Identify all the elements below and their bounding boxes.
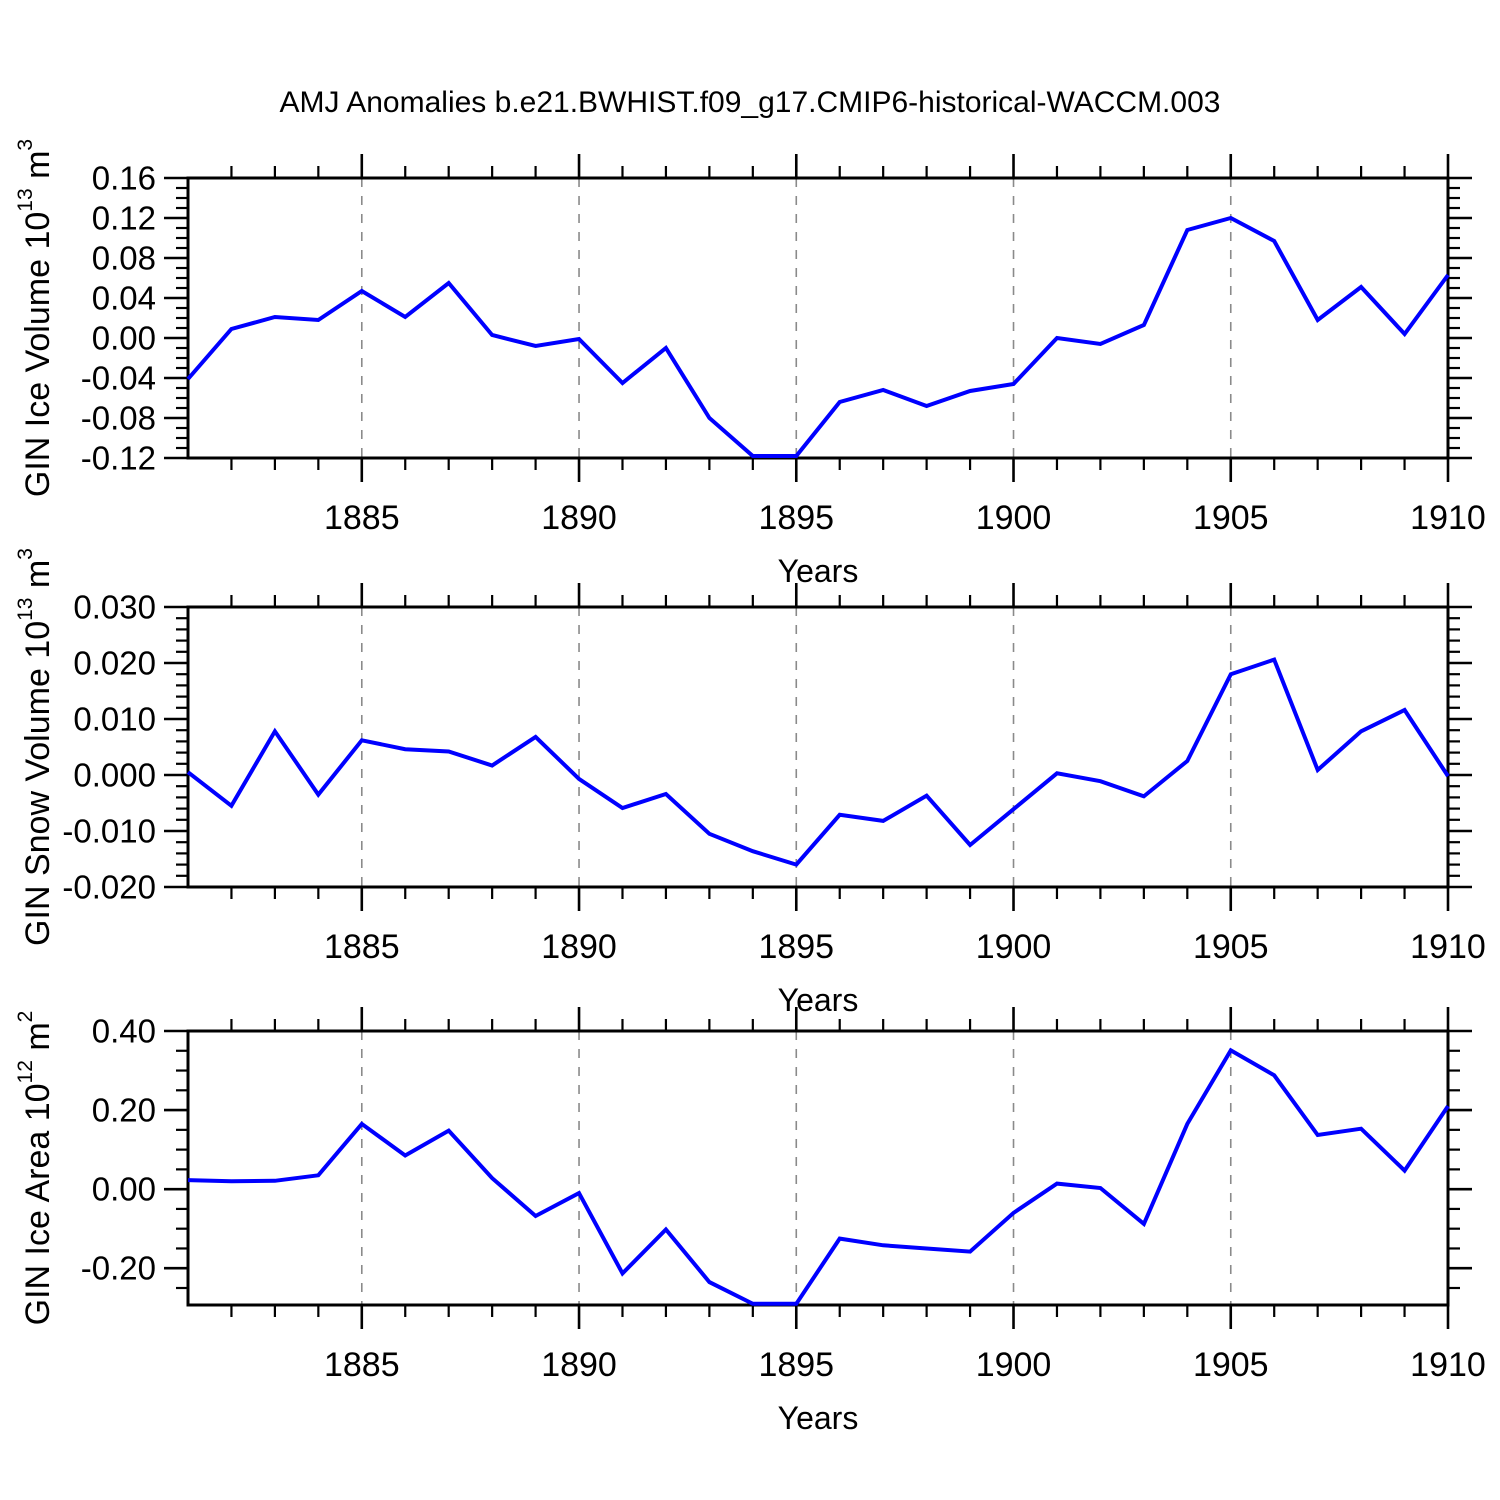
y-tick-label: -0.20	[81, 1250, 156, 1287]
series-line-gin-ice-area	[187, 1047, 1450, 1306]
x-tick-label: 1910	[1410, 499, 1486, 537]
y-tick-label: 0.04	[92, 280, 156, 317]
x-tick-label: 1890	[541, 499, 617, 537]
series-line-gin-ice-volume	[186, 215, 1450, 458]
x-axis-title: Years	[778, 982, 859, 1018]
x-axis-title: Years	[778, 1400, 859, 1436]
y-tick-label: 0.010	[73, 701, 156, 738]
y-tick-label: -0.08	[81, 400, 156, 437]
x-tick-label: 1885	[324, 1346, 400, 1384]
x-tick-label: 1905	[1193, 928, 1269, 966]
x-tick-label: 1885	[324, 499, 400, 537]
x-tick-label: 1900	[976, 499, 1052, 537]
plot-frame	[186, 176, 1450, 460]
x-tick-label: 1895	[758, 499, 834, 537]
y-tick-label: 0.20	[92, 1092, 156, 1129]
x-tick-label: 1885	[324, 928, 400, 966]
y-tick-label: -0.020	[62, 869, 156, 906]
y-tick-label: 0.00	[92, 1171, 156, 1208]
y-tick-label: 0.08	[92, 240, 156, 277]
y-tick-label: 0.16	[92, 160, 156, 197]
plot-frame	[186, 605, 1450, 889]
x-tick-label: 1890	[541, 1346, 617, 1384]
y-axis-title: GIN Ice Area 1012 m2	[14, 1011, 58, 1326]
y-tick-label: 0.40	[92, 1013, 156, 1050]
y-tick-label: 0.000	[73, 757, 156, 794]
plot-frame	[186, 1029, 1450, 1307]
y-axis-title: GIN Snow Volume 1013 m3	[14, 548, 58, 946]
x-tick-label: 1910	[1410, 1346, 1486, 1384]
y-tick-label: 0.030	[73, 589, 156, 626]
x-tick-label: 1905	[1193, 499, 1269, 537]
x-tick-label: 1895	[758, 1346, 834, 1384]
panel-gin-ice-volume: 0.160.120.080.040.00-0.04-0.08-0.12 1885 1…	[14, 139, 1486, 589]
x-tick-label: 1900	[976, 928, 1052, 966]
series-line-gin-snow-volume	[186, 657, 1450, 867]
y-tick-label: -0.04	[81, 360, 156, 397]
y-tick-label: 0.020	[73, 645, 156, 682]
x-tick-label: 1895	[758, 928, 834, 966]
panel-gin-ice-area: 0.40 0.20 0.00 -0.20 1885 1890 1895 1900 1905 191…	[14, 1007, 1486, 1436]
panel-gin-snow-volume: 0.030 0.020 0.010 0.000 -0.010 -0.020 1885 1890…	[14, 548, 1486, 1018]
x-tick-label: 1910	[1410, 928, 1486, 966]
y-tick-label: -0.12	[81, 440, 156, 477]
y-axis-title: GIN Ice Volume 1013 m3	[14, 139, 58, 497]
y-tick-label: 0.12	[92, 200, 156, 237]
x-tick-label: 1905	[1193, 1346, 1269, 1384]
x-tick-label: 1890	[541, 928, 617, 966]
y-tick-label: -0.010	[62, 813, 156, 850]
y-tick-label: 0.00	[92, 320, 156, 357]
x-axis-title: Years	[778, 553, 859, 589]
chart-title: AMJ Anomalies b.e21.BWHIST.f09_g17.CMIP6…	[279, 86, 1221, 119]
x-tick-label: 1900	[976, 1346, 1052, 1384]
